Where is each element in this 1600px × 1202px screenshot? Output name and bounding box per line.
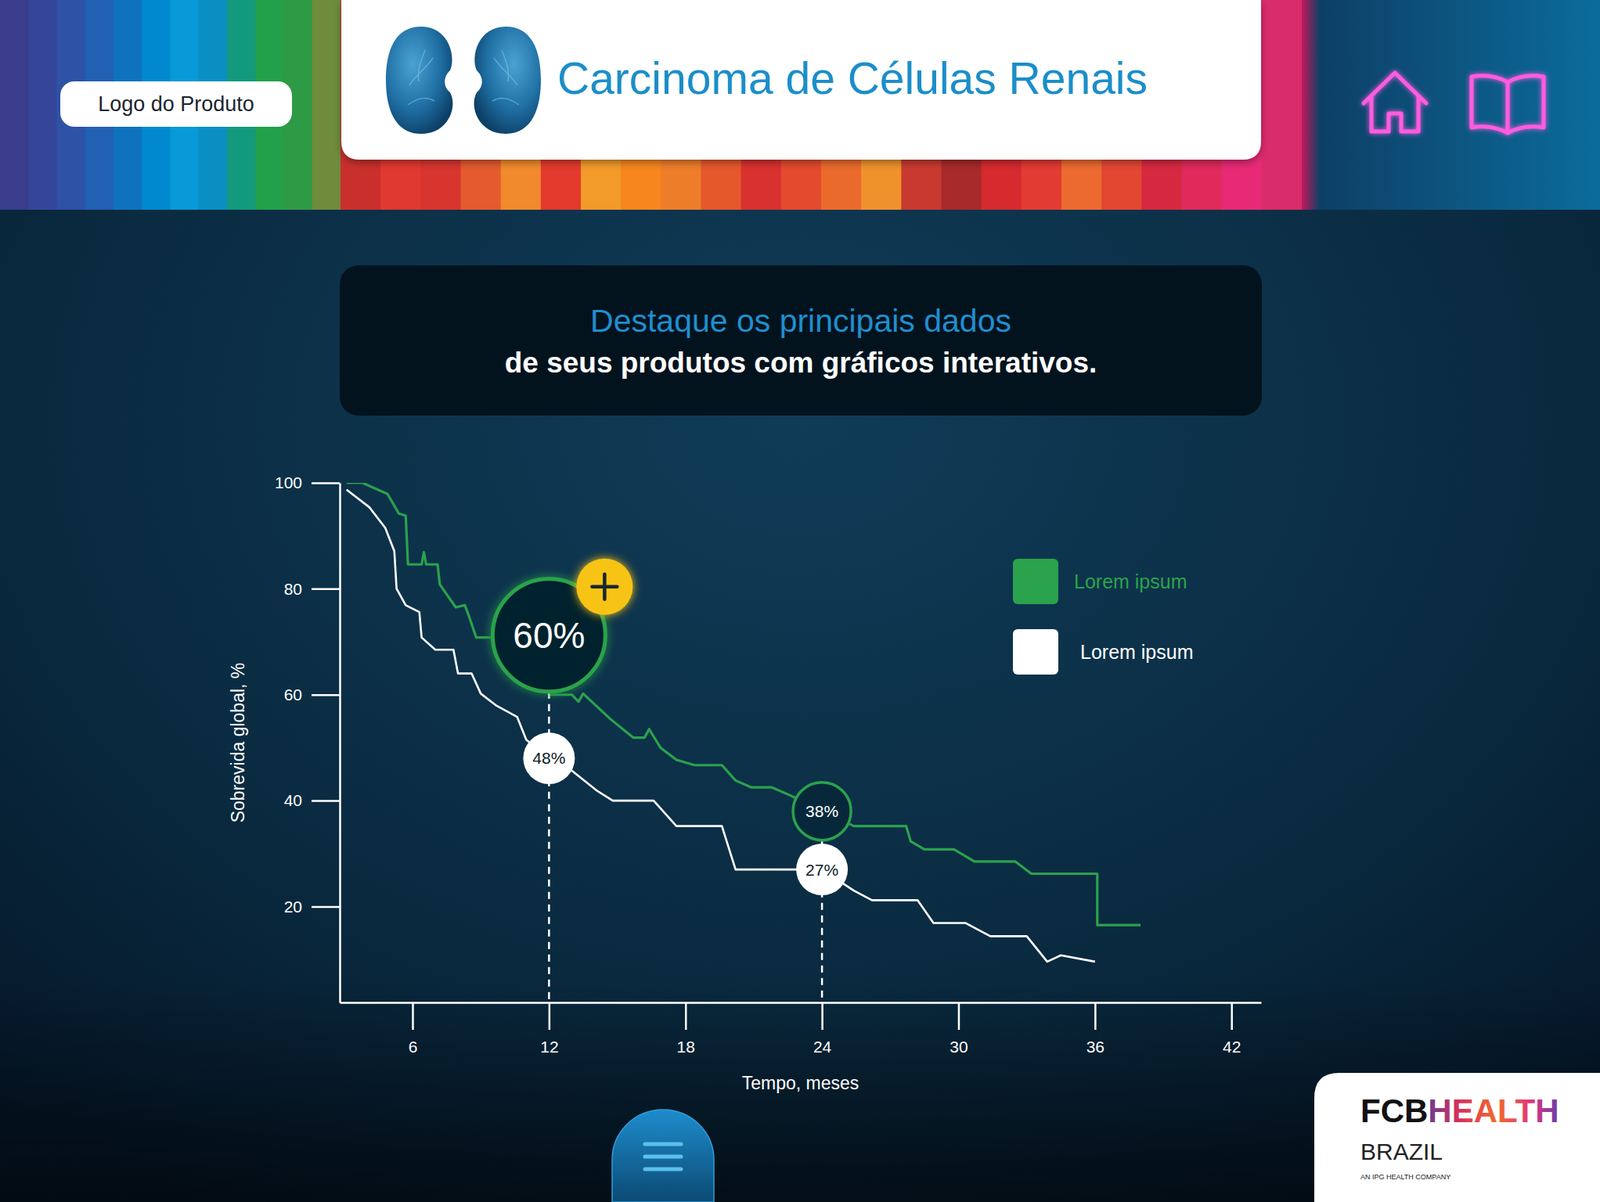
x-tick-mark	[821, 1002, 824, 1031]
kidney-vessels	[492, 50, 519, 105]
x-tick-label: 18	[677, 1037, 696, 1056]
legend: Lorem ipsum Lorem ipsum	[1012, 558, 1194, 675]
y-tick-mark	[311, 906, 340, 909]
expand-button[interactable]	[576, 558, 633, 616]
x-tick-mark	[411, 1002, 415, 1031]
annotation-label: 48%	[532, 749, 566, 768]
x-tick-label: 12	[540, 1037, 559, 1056]
header-stripe	[0, 0, 29, 210]
x-tick-mark	[548, 1002, 552, 1031]
series-line	[346, 490, 1096, 963]
x-tick: 30	[949, 1002, 968, 1056]
y-tick-label: 100	[274, 473, 303, 492]
menu-button[interactable]	[612, 1109, 714, 1202]
page-title: Carcinoma de Células Renais	[557, 53, 1148, 104]
y-tick: 80	[284, 580, 340, 599]
y-tick-label: 40	[284, 791, 303, 810]
annotation-marker	[792, 782, 851, 841]
x-tick-label: 24	[813, 1037, 833, 1056]
banner-box	[339, 265, 1262, 416]
x-tick-label: 30	[949, 1037, 968, 1056]
x-axis-line	[340, 1001, 1262, 1005]
legend-swatch	[1012, 558, 1059, 605]
chart: 6 12 18 24 30 36 42 20 40 60 80 100 Tempo, meses Sobr…	[227, 473, 1262, 1094]
x-axis-title: Tempo, meses	[742, 1073, 860, 1094]
page: Logo do Produto Carcinoma de Células Rena…	[0, 0, 1600, 1202]
kidney-vessels	[407, 50, 435, 105]
logo-label: Logo do Produto	[97, 92, 255, 116]
x-tick-label: 42	[1222, 1037, 1241, 1056]
title-card	[341, 0, 1262, 160]
x-tick: 24	[813, 1002, 833, 1056]
plot-area	[346, 482, 1141, 963]
x-tick-mark	[684, 1002, 688, 1031]
kidney-icon	[385, 26, 453, 134]
x-tick: 6	[408, 1002, 419, 1056]
annotation-marker	[522, 732, 575, 785]
banner-highlight: Destaque os principais dados	[590, 302, 1012, 339]
y-tick: 60	[284, 685, 340, 704]
y-axis-title: Sobrevida global, %	[227, 663, 249, 824]
brand-name-main: FCB	[1360, 1092, 1428, 1130]
brand-tagline: AN IPG HEALTH COMPANY	[1360, 1173, 1451, 1182]
brand-name: FCBHEALTH	[1360, 1092, 1560, 1130]
menu-icon-bar[interactable]	[645, 1155, 682, 1160]
menu-icon-bar[interactable]	[645, 1167, 682, 1172]
y-tick-label: 80	[284, 580, 303, 599]
x-tick-label: 36	[1086, 1037, 1105, 1056]
banner-text: de seus produtos com gráficos interativo…	[504, 346, 1098, 379]
brand-name-accent: HEALTH	[1427, 1092, 1559, 1130]
background-shade	[0, 978, 1600, 1202]
x-tick-mark	[958, 1002, 961, 1031]
header-stripe	[1261, 0, 1303, 210]
brand-card	[1314, 1073, 1600, 1202]
y-tick: 40	[284, 791, 340, 810]
x-tick: 36	[1086, 1002, 1105, 1056]
x-tick: 12	[540, 1002, 559, 1056]
annotation-label: 60%	[512, 615, 585, 656]
header-stripe	[28, 0, 58, 210]
y-tick-mark	[311, 694, 340, 697]
y-tick-label: 60	[284, 685, 303, 704]
kidney-icon	[474, 26, 541, 134]
background	[0, 0, 1600, 1202]
y-tick: 20	[284, 897, 340, 916]
y-tick-mark	[311, 800, 340, 803]
y-axis: 20 40 60 80 100	[274, 473, 341, 1003]
annotation-marker	[796, 843, 848, 896]
legend-swatch	[1012, 629, 1059, 675]
y-axis-line	[338, 483, 342, 1004]
y-tick-label: 20	[284, 897, 303, 916]
brand-country: BRAZIL	[1360, 1138, 1443, 1165]
x-tick: 18	[677, 1002, 696, 1056]
x-tick-mark	[1230, 1002, 1233, 1031]
x-axis: 6 12 18 24 30 36 42	[340, 1002, 1262, 1056]
header-band	[1301, 0, 1600, 210]
annotation-label: 38%	[805, 802, 839, 821]
menu-icon-bar[interactable]	[645, 1142, 682, 1147]
header-stripe	[312, 0, 342, 210]
y-tick-mark	[311, 588, 340, 591]
expand-icon[interactable]	[591, 574, 617, 600]
y-tick: 100	[274, 473, 340, 492]
annotation-label: 27%	[805, 861, 839, 880]
book-button[interactable]	[1471, 75, 1544, 134]
x-tick-label: 6	[408, 1037, 419, 1056]
x-tick-mark	[1094, 1002, 1097, 1031]
y-tick-mark	[311, 482, 340, 485]
annotations: 60% 48% 38% 27%	[492, 558, 851, 1003]
logo-pill[interactable]	[60, 81, 292, 127]
legend-label: Lorem ipsum	[1073, 570, 1188, 593]
x-tick: 42	[1222, 1002, 1241, 1056]
legend-label: Lorem ipsum	[1080, 641, 1194, 664]
home-button[interactable]	[1363, 72, 1427, 132]
series-line	[346, 482, 1141, 926]
